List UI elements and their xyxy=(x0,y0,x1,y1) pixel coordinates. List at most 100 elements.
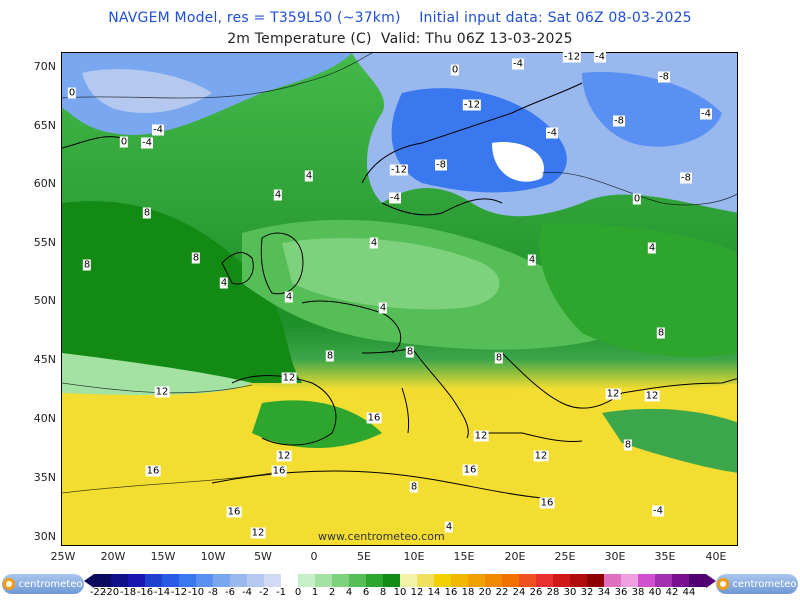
legend-tick-label: 24 xyxy=(512,587,526,598)
legend-swatch xyxy=(128,574,145,587)
contour-label: -8 xyxy=(658,71,670,83)
legend-swatch xyxy=(264,574,281,587)
lat-label-70n: 70N xyxy=(33,60,56,73)
temperature-map xyxy=(61,52,738,546)
legend-swatch xyxy=(485,574,502,587)
contour-label: 12 xyxy=(281,372,297,384)
legend-swatch xyxy=(315,574,332,587)
lon-label-5w: 5W xyxy=(254,550,272,563)
contour-label: 0 xyxy=(119,136,129,148)
legend-tick-label: 16 xyxy=(444,587,458,598)
lon-label-15e: 15E xyxy=(453,550,475,563)
legend-tick-label: 22 xyxy=(495,587,509,598)
lon-label-5e: 5E xyxy=(357,550,371,563)
contour-label: -4 xyxy=(546,127,558,139)
legend-tick-label: 0 xyxy=(294,587,302,598)
contour-label: -4 xyxy=(152,124,164,136)
contour-label: 12 xyxy=(644,390,660,402)
legend-tick-label: -20 xyxy=(102,587,120,598)
contour-label: 0 xyxy=(632,193,642,205)
legend-tick-label: 42 xyxy=(665,587,679,598)
legend-tick-label: 10 xyxy=(393,587,407,598)
contour-label: -4 xyxy=(594,51,606,63)
legend-swatch xyxy=(196,574,213,587)
logo-text-right: centrometeo xyxy=(732,578,797,590)
atlantic-transition xyxy=(62,353,252,395)
legend-swatch xyxy=(604,574,621,587)
contour-label: 8 xyxy=(82,259,92,271)
legend-tick-label: -10 xyxy=(187,587,205,598)
contour-label: 8 xyxy=(409,481,419,493)
contour-label: -4 xyxy=(512,58,524,70)
legend-swatch xyxy=(145,574,162,587)
legend-tick-label: -8 xyxy=(208,587,218,598)
legend-tick-label: 18 xyxy=(461,587,475,598)
legend-tick-label: 30 xyxy=(563,587,577,598)
legend-swatch xyxy=(179,574,196,587)
contour-label: 16 xyxy=(145,465,161,477)
arctic-cold-west-inner xyxy=(82,69,212,113)
lon-label-40e: 40E xyxy=(705,550,727,563)
contour-label: 0 xyxy=(67,87,77,99)
contour-label: -8 xyxy=(680,172,692,184)
legend-swatch xyxy=(502,574,519,587)
legend-tick-label: 26 xyxy=(529,587,543,598)
legend-tick-label: -12 xyxy=(170,587,188,598)
contour-label: -8 xyxy=(435,159,447,171)
legend-swatch xyxy=(587,574,604,587)
contour-label: 8 xyxy=(623,439,633,451)
contour-label: 12 xyxy=(605,388,621,400)
legend-tick-label: -16 xyxy=(136,587,154,598)
legend-swatch xyxy=(247,574,264,587)
legend-tick-label: 20 xyxy=(478,587,492,598)
contour-label: 4 xyxy=(284,291,294,303)
legend-swatch xyxy=(213,574,230,587)
legend-swatch xyxy=(536,574,553,587)
watermark-text: www.centrometeo.com xyxy=(318,530,445,543)
contour-label: -4 xyxy=(141,137,153,149)
lat-label-45n: 45N xyxy=(33,353,56,366)
lat-label-40n: 40N xyxy=(33,412,56,425)
legend-swatch xyxy=(417,574,434,587)
map-title-line2: 2m Temperature (C) Valid: Thu 06Z 13-03-… xyxy=(227,31,573,47)
legend-tick-label: 12 xyxy=(410,587,424,598)
legend-tick-label: -14 xyxy=(153,587,171,598)
legend-swatch xyxy=(655,574,672,587)
legend-swatch xyxy=(434,574,451,587)
legend-tick-label: -22 xyxy=(89,587,107,598)
legend-tick-label: 32 xyxy=(580,587,594,598)
legend-tick-label: -18 xyxy=(119,587,137,598)
contour-label: 16 xyxy=(271,465,287,477)
legend-swatch xyxy=(298,574,315,587)
mediterranean-warm xyxy=(62,383,737,545)
legend-tick-label: 6 xyxy=(362,587,370,598)
legend-swatch xyxy=(400,574,417,587)
legend-swatch xyxy=(689,574,706,587)
east-europe-mild xyxy=(539,223,737,357)
logo-ring-icon xyxy=(3,578,16,590)
contour-label: 16 xyxy=(462,464,478,476)
contour-label: 12 xyxy=(250,527,266,539)
contour-label: 4 xyxy=(647,242,657,254)
contour-label: 16 xyxy=(226,506,242,518)
lat-label-35n: 35N xyxy=(33,471,56,484)
lon-label-10w: 10W xyxy=(200,550,226,563)
contour-label: 4 xyxy=(219,277,229,289)
finland-cold xyxy=(582,72,722,147)
legend-tick-label: 1 xyxy=(311,587,319,598)
legend-swatch xyxy=(383,574,400,587)
contour-label: -12 xyxy=(562,51,582,63)
contour-label: 0 xyxy=(450,64,460,76)
map-title-line1: NAVGEM Model, res = T359L50 (~37km) Init… xyxy=(108,10,692,26)
lat-label-50n: 50N xyxy=(33,294,56,307)
lon-label-25e: 25E xyxy=(554,550,576,563)
contour-label: 8 xyxy=(494,352,504,364)
contour-label: -4 xyxy=(652,505,664,517)
contour-label: 8 xyxy=(142,207,152,219)
contour-label: -4 xyxy=(700,108,712,120)
legend-tick-label: 44 xyxy=(682,587,696,598)
contour-label: -12 xyxy=(462,99,482,111)
contour-label: 4 xyxy=(527,254,537,266)
lat-label-60n: 60N xyxy=(33,177,56,190)
contour-label: 4 xyxy=(369,237,379,249)
